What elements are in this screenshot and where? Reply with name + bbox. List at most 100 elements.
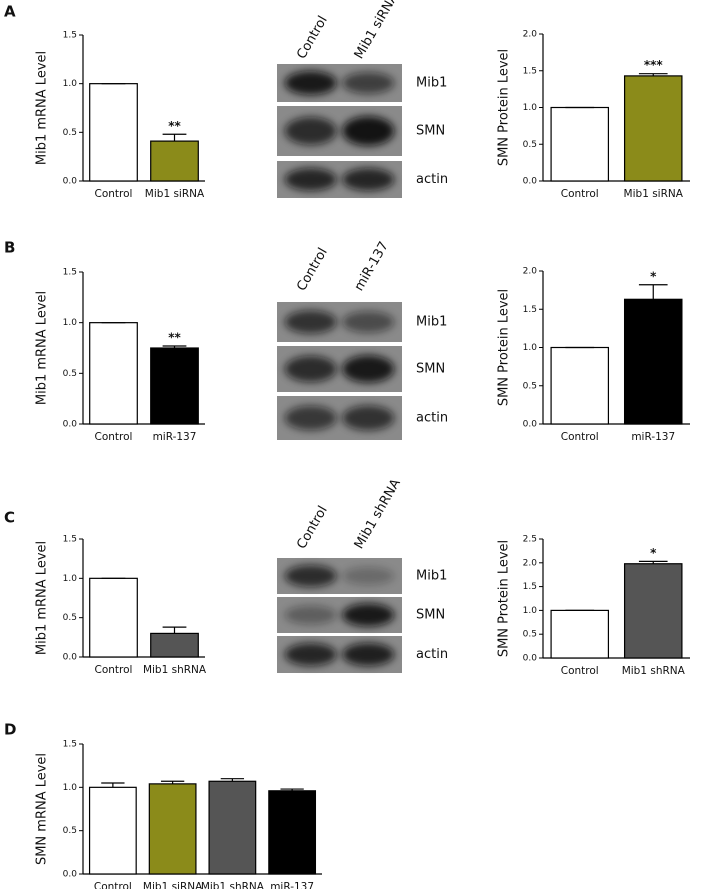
lane-label: Mib1 siRNA — [352, 0, 402, 62]
bar — [268, 790, 317, 875]
band-label: Mib1 — [416, 76, 447, 91]
blot-band — [284, 605, 337, 625]
band-label: Mib1 — [416, 315, 447, 330]
y-tick-label: 1.0 — [63, 79, 78, 89]
blot-band — [284, 565, 337, 587]
y-tick-label: 0.0 — [63, 870, 78, 880]
x-tick-label: Control — [95, 188, 133, 200]
band-label: SMN — [416, 362, 445, 377]
significance: ** — [168, 119, 181, 133]
band-label: SMN — [416, 124, 445, 139]
y-axis-label: Mib1 mRNA Level — [35, 291, 50, 405]
bar — [623, 75, 683, 182]
blot-band — [284, 405, 337, 431]
significance: * — [650, 546, 657, 560]
x-tick-label: miR-137 — [631, 431, 675, 443]
bar — [89, 322, 138, 425]
y-tick-label: 1.5 — [523, 582, 537, 592]
blot-band — [284, 168, 337, 191]
significance: * — [650, 269, 657, 283]
panel-label: D — [4, 721, 16, 739]
band-label: Mib1 — [416, 569, 447, 584]
band-label: actin — [416, 647, 448, 662]
panel-label: B — [4, 239, 15, 257]
y-tick-label: 1.5 — [63, 268, 77, 278]
y-tick-label: 2.0 — [523, 267, 538, 277]
y-tick-label: 0.5 — [523, 140, 537, 150]
significance: *** — [644, 58, 664, 72]
y-tick-label: 0.0 — [63, 653, 78, 663]
blot-band — [342, 72, 395, 94]
x-tick-label: Mib1 shRNA — [143, 664, 207, 676]
x-tick-label: Control — [95, 664, 133, 676]
y-tick-label: 0.5 — [523, 630, 537, 640]
y-tick-label: 1.5 — [63, 31, 77, 41]
y-tick-label: 1.0 — [63, 783, 78, 793]
x-tick-label: Mib1 shRNA — [201, 881, 265, 889]
blot-band — [342, 642, 395, 667]
blot-band — [342, 168, 395, 191]
lane-label: miR-137 — [352, 239, 392, 294]
bar — [150, 632, 199, 658]
blot-band — [284, 643, 337, 666]
x-tick-label: miR-137 — [153, 431, 197, 443]
lane-label: Control — [294, 14, 330, 62]
y-tick-label: 1.0 — [63, 318, 78, 328]
y-axis-label: Mib1 mRNA Level — [35, 541, 50, 655]
significance: ** — [168, 330, 181, 344]
y-tick-label: 1.5 — [523, 66, 537, 76]
y-tick-label: 0.0 — [63, 177, 78, 187]
x-tick-label: Mib1 siRNA — [145, 188, 205, 200]
bar — [550, 609, 610, 659]
panel-label: A — [4, 3, 16, 21]
y-tick-label: 0.0 — [523, 420, 538, 430]
bar — [150, 140, 199, 182]
y-axis-label: SMN Protein Level — [497, 289, 512, 406]
y-tick-label: 0.0 — [63, 420, 78, 430]
blot-band — [342, 405, 395, 431]
x-tick-label: Mib1 siRNA — [143, 881, 203, 889]
bar — [623, 298, 683, 425]
x-tick-label: miR-137 — [270, 881, 314, 889]
y-tick-label: 1.5 — [523, 305, 537, 315]
blot-band — [342, 116, 395, 146]
y-tick-label: 0.0 — [523, 654, 538, 664]
x-tick-label: Control — [561, 665, 599, 677]
bar — [208, 780, 257, 875]
bar — [88, 786, 137, 875]
lane-label: Mib1 shRNA — [352, 476, 404, 551]
panel-label: C — [4, 509, 15, 527]
y-axis-label: SMN Protein Level — [497, 540, 512, 657]
y-tick-label: 2.0 — [523, 558, 538, 568]
x-tick-label: Control — [561, 431, 599, 443]
x-tick-label: Control — [561, 188, 599, 200]
x-tick-label: Mib1 siRNA — [624, 188, 684, 200]
x-tick-label: Control — [95, 431, 133, 443]
blot-band — [342, 567, 395, 585]
blot-band — [284, 71, 337, 95]
y-tick-label: 0.5 — [63, 128, 77, 138]
blot-band — [342, 355, 395, 383]
lane-label: Control — [294, 504, 330, 552]
y-tick-label: 0.5 — [63, 369, 77, 379]
band-label: actin — [416, 172, 448, 187]
bar — [89, 577, 138, 658]
y-tick-label: 1.0 — [523, 103, 538, 113]
y-tick-label: 1.0 — [523, 343, 538, 353]
y-tick-label: 0.5 — [63, 613, 77, 623]
band-label: actin — [416, 411, 448, 426]
bar — [550, 346, 610, 425]
y-tick-label: 1.5 — [63, 740, 77, 750]
y-tick-label: 0.5 — [523, 381, 537, 391]
bar — [623, 563, 683, 659]
y-axis-label: Mib1 mRNA Level — [35, 51, 50, 165]
blot-band — [284, 355, 337, 383]
y-tick-label: 1.0 — [63, 574, 78, 584]
blot-band — [342, 603, 395, 627]
lane-label: Control — [294, 246, 330, 294]
y-tick-label: 0.0 — [523, 177, 538, 187]
x-tick-label: Control — [94, 881, 132, 889]
blot-band — [284, 117, 337, 145]
y-axis-label: SMN mRNA Level — [35, 753, 50, 865]
